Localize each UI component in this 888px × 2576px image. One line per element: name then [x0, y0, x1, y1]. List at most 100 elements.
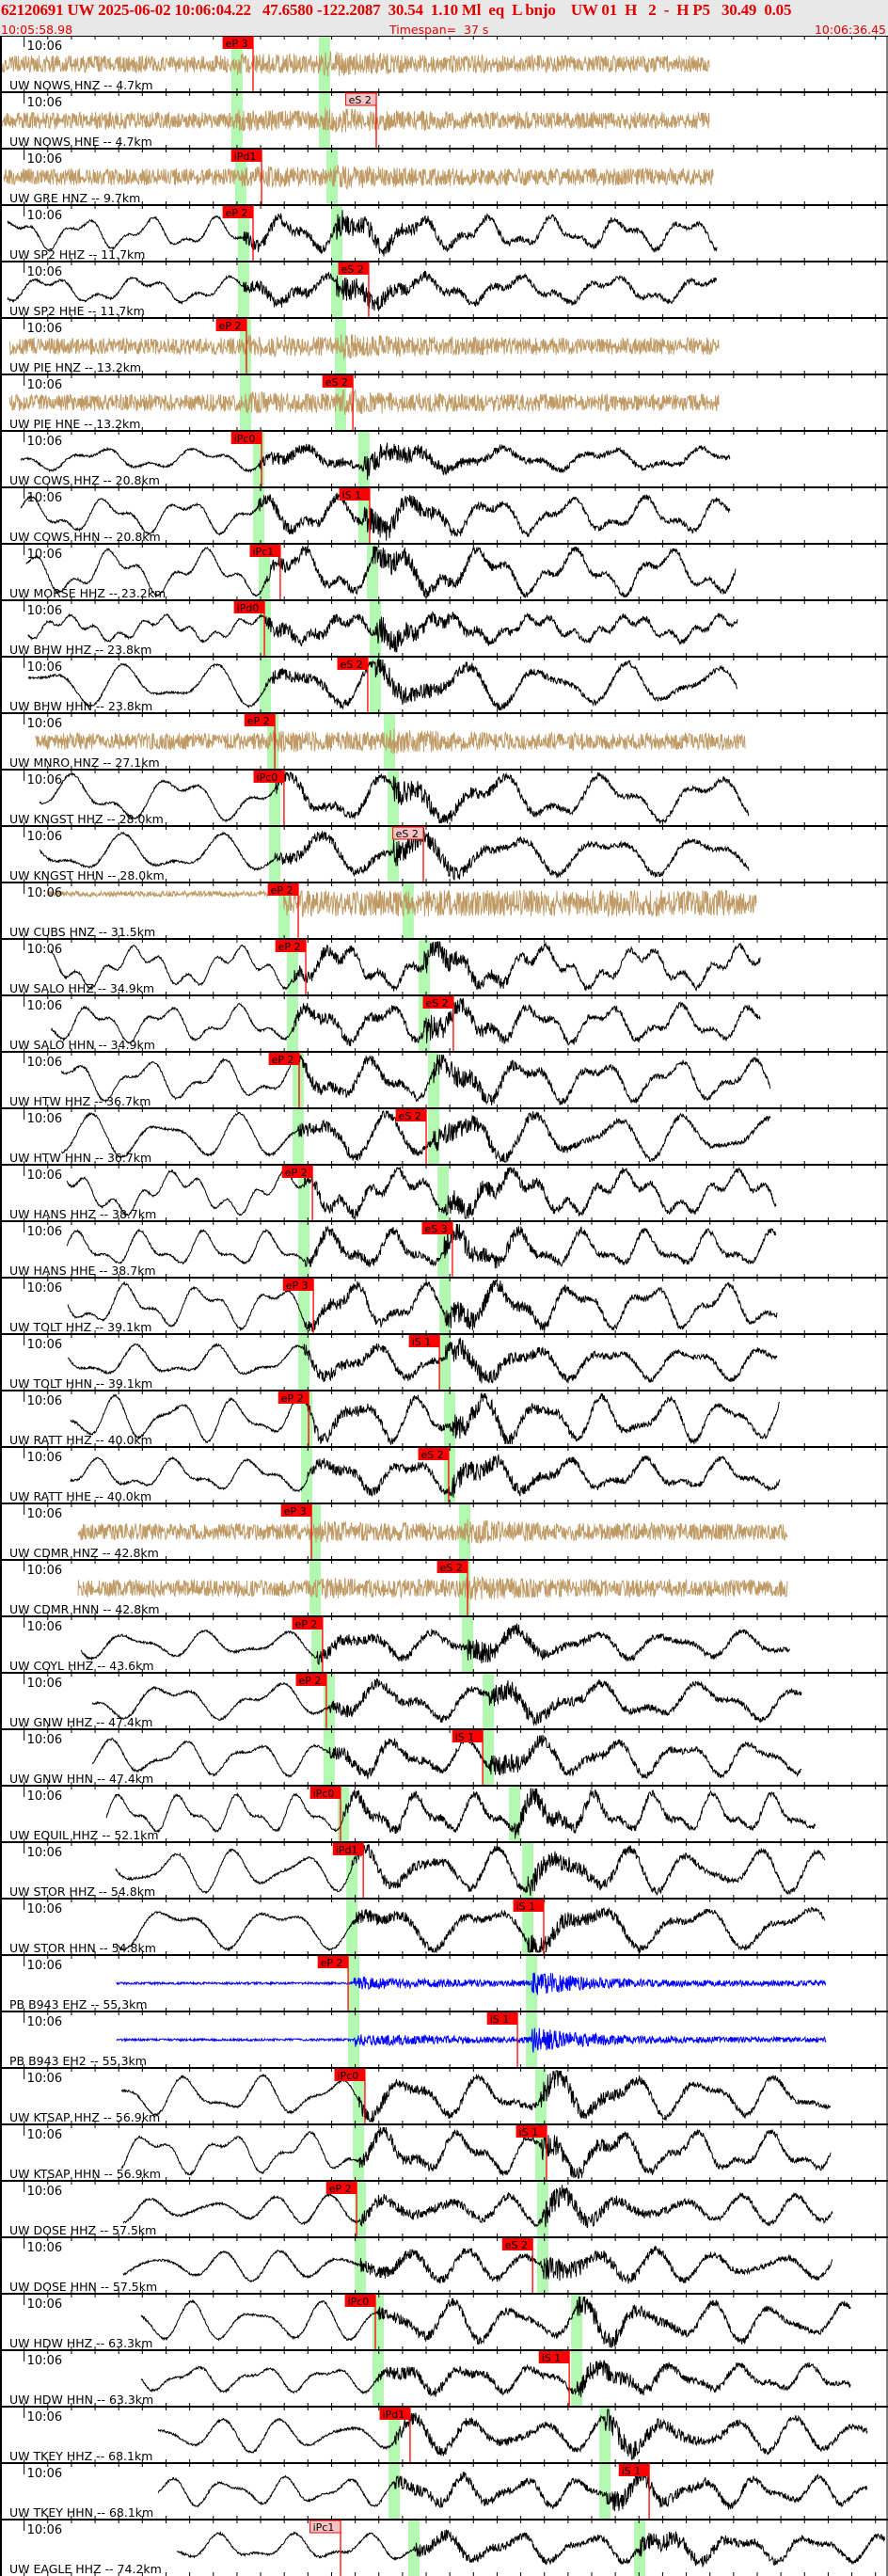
pick-label-box [295, 1674, 326, 1686]
pick-label-box [345, 92, 377, 106]
trace-panel: 10:06 eS 2 UW BHW HHN -- 23.8km [0, 656, 888, 713]
station-label: UW BHW HHZ -- 23.8km [9, 643, 151, 657]
waveform [7, 210, 718, 257]
predicted-s-band [419, 939, 431, 995]
pick-label: iPd1 [383, 2409, 405, 2421]
trace-panel: 10:06 iS 1 UW COWS HHN -- 20.8km [0, 486, 888, 544]
station-label: UW NOWS HNE -- 4.7km [9, 135, 152, 149]
trace-panel: 10:06 eP 2 PB B943 EHZ -- 55.3km [0, 1954, 888, 2012]
waveform [120, 2070, 832, 2123]
predicted-s-band [599, 2407, 611, 2463]
trace-panel: 10:06 eS 2 UW HTW HHN -- 36.7km [0, 1107, 888, 1165]
minute-tick-label: 10:06 [27, 1677, 62, 1691]
trace-panel: 10:06 eP 2 UW DOSE HHZ -- 57.5km [0, 2180, 888, 2237]
station-label: UW NOWS HNZ -- 4.7km [9, 78, 153, 92]
waveform [61, 1110, 771, 1163]
minute-tick-label: 10:06 [27, 2072, 62, 2086]
pick-label-box [513, 1900, 544, 1912]
station-label: UW KTSAP HHN -- 56.9km [9, 2167, 161, 2181]
waveform [0, 107, 710, 133]
trace-panel: 10:06 eP 2 UW GNW HHZ -- 47.4km [0, 1672, 888, 1729]
minute-tick-label: 10:06 [27, 1789, 62, 1804]
waveform [77, 1576, 788, 1600]
pick-label: iPd0 [237, 602, 260, 614]
waveform [0, 51, 710, 77]
event-header: 62120691 UW 2025-06-02 10:06:04.22 47.65… [0, 0, 888, 37]
pick-label: eS 2 [341, 659, 363, 671]
trace-panel: 10:06 iPc0 UW KNGST HHZ -- 28.0km [0, 769, 888, 826]
trace-panel: 10:06 iS 1 PB B943 EH2 -- 55.3km [0, 2011, 888, 2068]
pick-label: eP 2 [272, 1054, 294, 1066]
pick-label-box [309, 1787, 341, 1799]
pick-label-box [408, 1335, 440, 1347]
trace-panel: 10:06 eP 2 UW SALO HHZ -- 34.9km [0, 938, 888, 995]
pick-label-box [422, 996, 453, 1009]
waveform [66, 1223, 777, 1269]
minute-tick-label: 10:06 [27, 943, 62, 957]
waveform [66, 1166, 777, 1220]
station-label: UW SP2 HHZ -- 11.7km [9, 247, 145, 262]
minute-tick-label: 10:06 [27, 1225, 62, 1239]
waveform [157, 2468, 868, 2512]
predicted-p-band [298, 1221, 310, 1278]
waveform [80, 1623, 791, 1665]
station-label: UW GNW HHN -- 47.4km [9, 1772, 153, 1786]
waveform [70, 1391, 781, 1446]
pick-label-box [309, 2520, 341, 2534]
predicted-p-band [278, 883, 290, 939]
pick-label-box [317, 1956, 349, 1968]
minute-tick-label: 10:06 [27, 2015, 62, 2029]
predicted-s-band [483, 1729, 495, 1786]
pick-label: eP 2 [299, 1675, 322, 1687]
predicted-p-band [286, 939, 298, 995]
station-label: UW GRE HNZ -- 9.7km [9, 191, 140, 205]
predicted-s-band [437, 1221, 450, 1278]
predicted-p-band [298, 1334, 310, 1391]
pick-label-box [275, 940, 307, 952]
predicted-p-band [293, 1108, 305, 1165]
pick-label: eS 2 [440, 1562, 463, 1574]
station-label: UW GNW HHZ -- 47.4km [9, 1715, 152, 1729]
station-label: UW CDMR HNZ -- 42.8km [9, 1546, 159, 1560]
waveform [105, 1788, 817, 1839]
pick-label-box [322, 375, 354, 388]
pick-label-box [486, 2012, 518, 2025]
station-label: UW RATT HHZ -- 40.0km [9, 1433, 152, 1447]
minute-tick-label: 10:06 [27, 1507, 62, 1521]
minute-tick-label: 10:06 [27, 717, 62, 731]
trace-panel: 10:06 eS 2 UW KNGST HHN -- 28.0km [0, 825, 888, 883]
station-label: UW HANS HHE -- 38.7km [9, 1264, 156, 1278]
pick-label: iPc0 [313, 1788, 335, 1800]
waveform [8, 389, 720, 416]
pick-label: iS 1 [455, 1731, 475, 1743]
station-label: UW HTW HHZ -- 36.7km [9, 1094, 151, 1108]
pick-label: eS 2 [421, 1449, 444, 1461]
pick-label-box [230, 432, 262, 444]
pick-label: iPd1 [234, 151, 257, 163]
pick-label: iPd1 [336, 1844, 358, 1856]
waveform [7, 270, 718, 311]
pick-label: eP 2 [247, 715, 270, 727]
station-label: UW DOSE HHN -- 57.5km [9, 2280, 157, 2294]
station-label: UW MNRO HNZ -- 27.1km [9, 755, 160, 770]
minute-tick-label: 10:06 [27, 2354, 62, 2368]
waveform [20, 492, 731, 541]
pick-label-box [215, 319, 246, 331]
station-label: UW CUBS HNZ -- 31.5km [9, 925, 155, 939]
trace-panel: 10:06 eS 2 UW RATT HHE -- 40.0km [0, 1446, 888, 1503]
pick-label: eS 2 [505, 2239, 528, 2251]
station-label: UW KTSAP HHZ -- 56.9km [9, 2110, 160, 2124]
trace-panel: 10:06 eP 3 UW TOLT HHZ -- 39.1km [0, 1277, 888, 1334]
waveform [120, 2126, 832, 2180]
pick-label-box [501, 2238, 533, 2250]
minute-tick-label: 10:06 [27, 491, 62, 505]
predicted-p-band [309, 1560, 322, 1616]
minute-tick-label: 10:06 [27, 886, 62, 900]
station-label: UW HDW HHN -- 63.3km [9, 2393, 153, 2407]
minute-tick-label: 10:06 [27, 1169, 62, 1183]
waveform [27, 659, 738, 711]
minute-tick-label: 10:06 [27, 2241, 62, 2255]
predicted-s-band [599, 2463, 611, 2520]
pick-label-box [268, 1053, 300, 1065]
predicted-p-band [388, 2407, 401, 2463]
